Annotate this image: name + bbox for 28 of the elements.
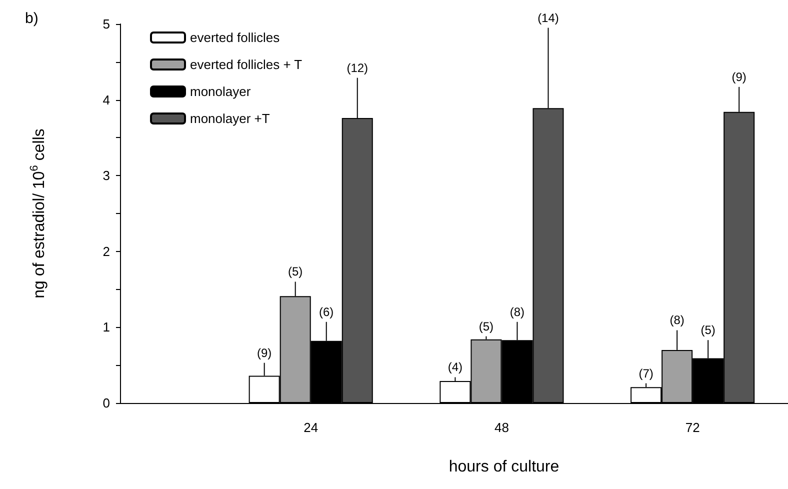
y-tick-label: 5	[102, 16, 110, 32]
annotation: (6)	[319, 304, 334, 319]
y-tick-label: 0	[102, 396, 110, 410]
legend-label: everted follicles	[190, 30, 280, 45]
y-tick-label: 2	[102, 244, 110, 259]
legend-label: monolayer +T	[190, 111, 270, 126]
legend-label: everted follicles + T	[190, 57, 302, 72]
annotation: (12)	[346, 60, 368, 75]
y-tick-label: 4	[102, 92, 110, 108]
annotation: (7)	[638, 366, 654, 380]
annotation: (5)	[700, 323, 716, 338]
x-tick-label: 48	[494, 420, 509, 435]
x-tick-label: 24	[304, 420, 318, 435]
annotation: (4)	[448, 360, 463, 374]
annotation: (14)	[538, 10, 559, 25]
annotation: (5)	[288, 264, 303, 279]
annotation: (5)	[478, 319, 494, 334]
x-axis-title: hours of culture	[448, 458, 560, 476]
annotation: (8)	[510, 304, 525, 319]
annotation: (9)	[732, 70, 746, 84]
annotation: (8)	[670, 313, 684, 328]
chart-title: b)	[25, 10, 38, 27]
y-axis-title: ng of estradiol/ 106 cells	[28, 128, 48, 298]
annotation: (9)	[257, 346, 272, 360]
x-tick-label: 72	[685, 420, 700, 435]
legend-label: monolayer	[190, 84, 252, 99]
y-tick-label: 1	[102, 320, 110, 335]
y-tick-label: 3	[102, 168, 110, 184]
